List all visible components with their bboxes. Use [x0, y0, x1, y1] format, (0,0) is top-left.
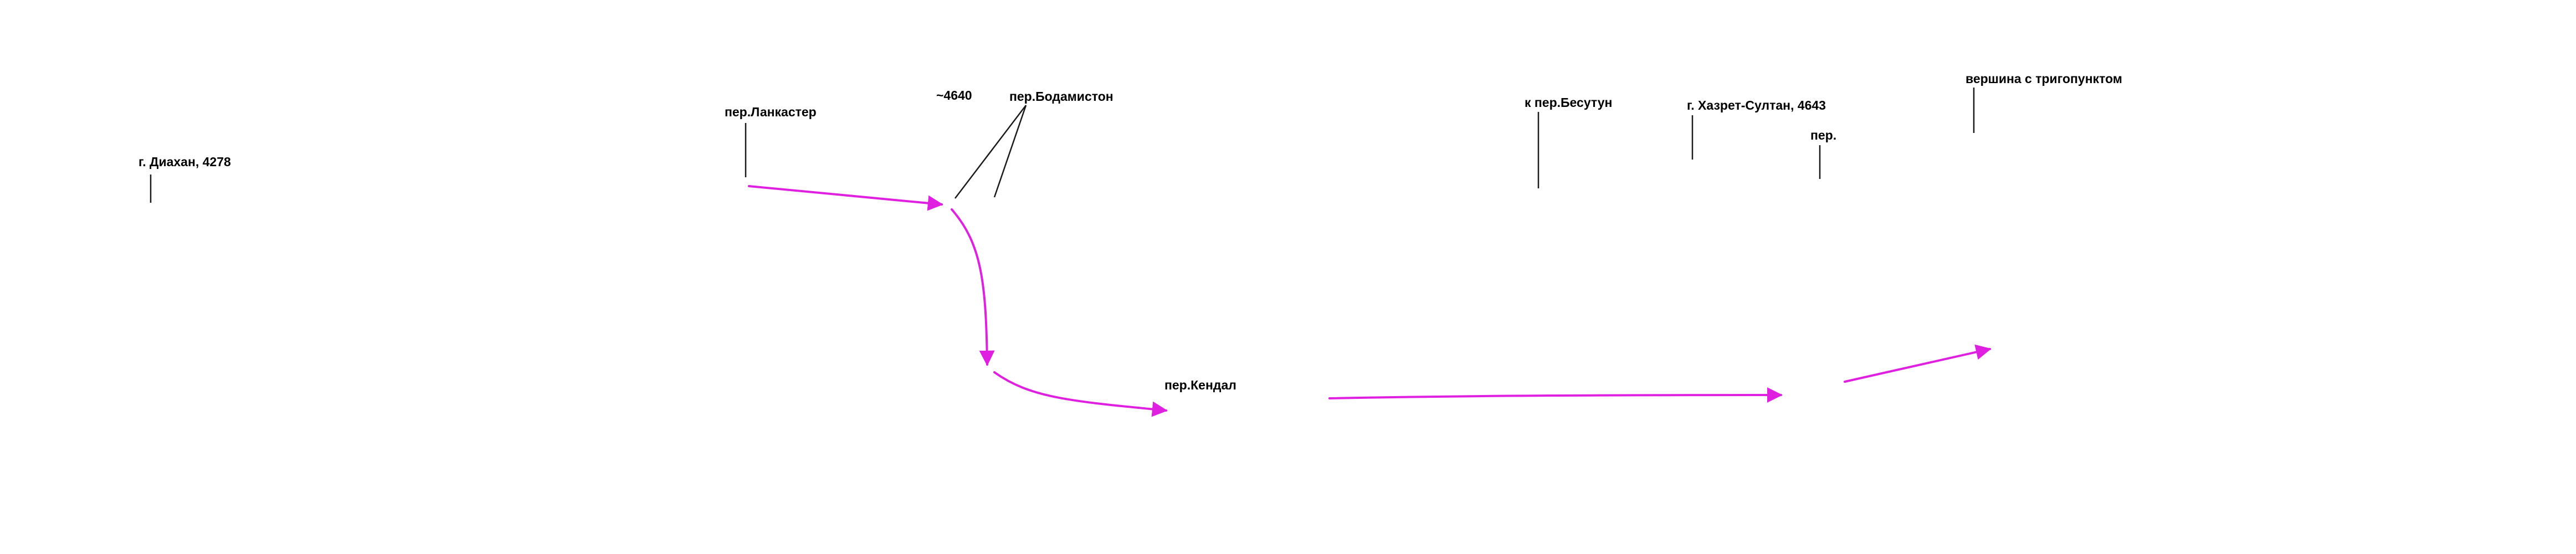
leader-bodhamiston-right — [993, 105, 1027, 198]
route-arrow-to-kendal — [993, 371, 1168, 417]
label-bodhamiston-pass: пер.Бодамистон — [1009, 89, 1113, 104]
label-summit-trigpoint: вершина с тригопунктом — [1966, 71, 2122, 86]
leader-bodhamiston-left — [955, 105, 1027, 199]
label-lancaster-pass: пер.Ланкастер — [725, 105, 817, 119]
route-arrow-lancaster-to-col — [748, 185, 943, 211]
label-diakhan: г. Диахан, 4278 — [138, 155, 231, 169]
label-height-4640: ~4640 — [936, 88, 972, 102]
route-arrow-descent — [951, 208, 995, 366]
route-arrow-kendal-east — [1328, 387, 1783, 403]
label-pass: пер. — [1810, 128, 1836, 142]
label-khazret-sultan: г. Хазрет-Султан, 4643 — [1687, 98, 1826, 112]
route-arrow-to-summit — [1844, 344, 1992, 383]
label-kendal-pass: пер.Кендал — [1164, 378, 1236, 392]
label-besutun-pass: к пер.Бесутун — [1525, 95, 1612, 110]
